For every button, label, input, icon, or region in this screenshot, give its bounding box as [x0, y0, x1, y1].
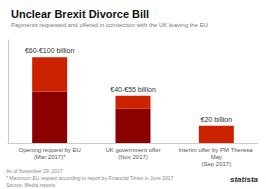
svg-text:Unclear Brexit Divorce Bill: Unclear Brexit Divorce Bill: [11, 8, 149, 20]
svg-text:statista: statista: [230, 175, 259, 184]
svg-text:€40-€55 billion: €40-€55 billion: [110, 86, 156, 93]
svg-text:May: May: [211, 154, 222, 160]
svg-text:Payments requested and offered: Payments requested and offered in connec…: [11, 22, 208, 28]
svg-text:Source: Media reports: Source: Media reports: [6, 182, 56, 188]
svg-text:(Sep 2017): (Sep 2017): [201, 161, 231, 167]
svg-text:As of November 29, 2017: As of November 29, 2017: [6, 168, 63, 174]
svg-text:(Mar 2017)*: (Mar 2017)*: [34, 154, 66, 160]
svg-text:€60-€100 billion: €60-€100 billion: [25, 47, 75, 54]
svg-text:€20 billion: €20 billion: [201, 116, 233, 123]
svg-text:* Maximum EU request according: * Maximum EU request according to report…: [6, 175, 174, 181]
svg-text:(Nov 2017): (Nov 2017): [118, 154, 148, 160]
svg-text:Interim offer by PM Theresa: Interim offer by PM Theresa: [178, 147, 254, 153]
svg-text:Opening request by EU: Opening request by EU: [18, 147, 80, 153]
svg-text:UK government offer: UK government offer: [105, 147, 160, 153]
